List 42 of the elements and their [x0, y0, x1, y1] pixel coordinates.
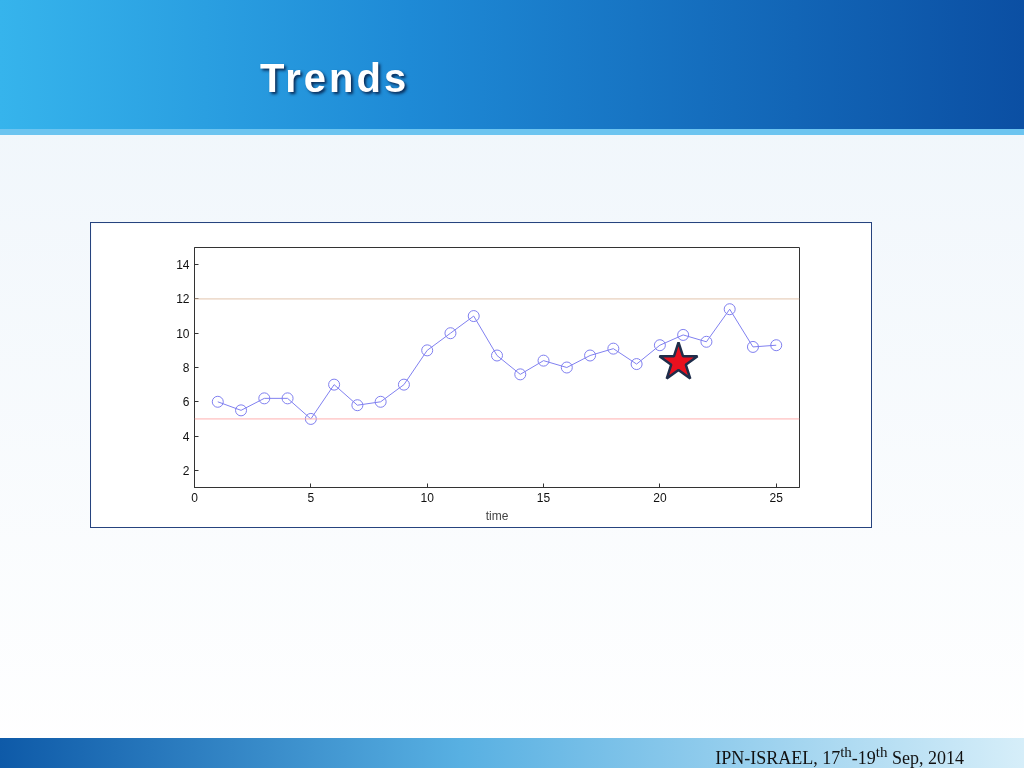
point	[304, 412, 317, 425]
point	[421, 344, 434, 357]
chart-title: Trends	[260, 55, 410, 102]
y-tick-label: 12	[176, 292, 190, 307]
point	[328, 378, 341, 391]
point	[514, 368, 527, 381]
x-tick-label: 5	[307, 490, 315, 505]
point	[560, 361, 573, 374]
y-tick-label: 6	[182, 395, 190, 410]
point	[723, 303, 736, 316]
point	[491, 349, 503, 362]
point	[677, 328, 690, 341]
point	[281, 392, 294, 405]
point	[397, 378, 410, 391]
point	[258, 392, 271, 405]
y-tick-label: 14	[176, 258, 190, 273]
point	[467, 310, 480, 323]
point	[374, 395, 387, 408]
x-tick-label: 20	[653, 490, 667, 505]
point	[444, 327, 457, 340]
point	[351, 399, 364, 412]
point	[653, 339, 666, 352]
point	[235, 404, 248, 417]
x-tick-label: 10	[420, 490, 435, 505]
point	[537, 354, 550, 367]
point	[746, 340, 759, 353]
y-tick-label: 10	[176, 326, 190, 341]
text: IPN-ISRAEL, 17$^{th}$-19$^{th}$ Sep, 2014	[715, 743, 964, 768]
point	[770, 339, 783, 352]
x-tick-label: 15	[536, 490, 551, 505]
point	[211, 395, 224, 408]
x-tick-label: 25	[769, 490, 784, 505]
point	[658, 341, 699, 380]
y-tick-label: 4	[182, 429, 190, 444]
y-tick-label: 8	[182, 361, 190, 375]
point	[700, 335, 713, 348]
point	[607, 342, 620, 355]
point	[630, 358, 643, 371]
x-tick-label: 0	[191, 490, 199, 505]
x-axis-title: time	[485, 508, 509, 523]
point	[584, 349, 597, 362]
y-tick-label: 2	[182, 463, 190, 478]
